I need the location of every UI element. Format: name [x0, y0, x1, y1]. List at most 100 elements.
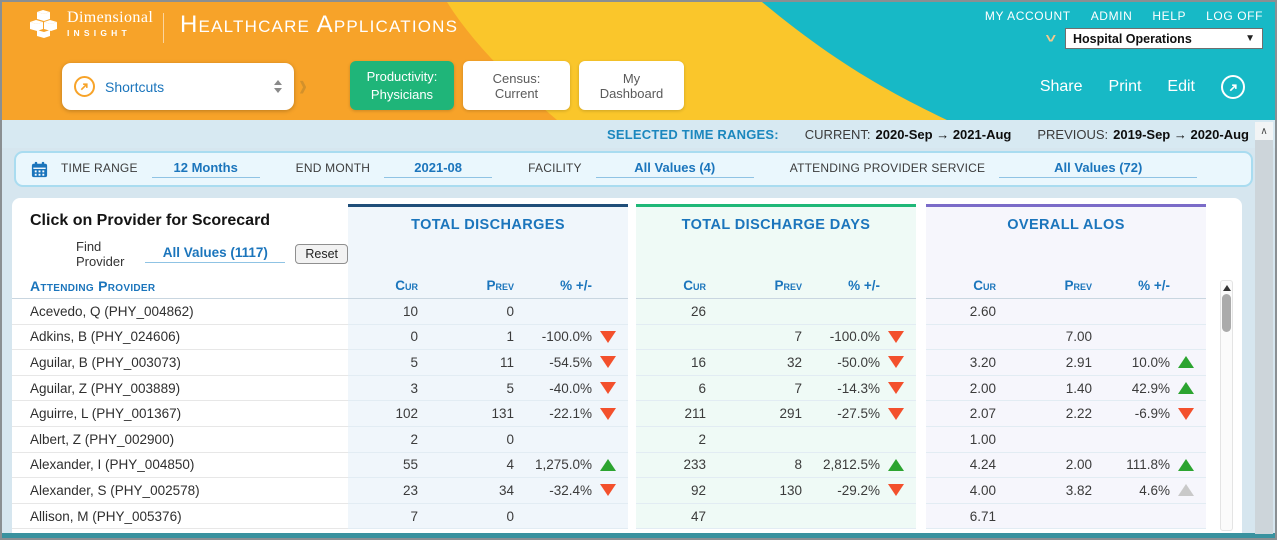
- tab-productivity-physicians[interactable]: Productivity: Physicians: [350, 61, 454, 110]
- column-gap: [916, 427, 926, 453]
- column-gap: [628, 427, 636, 453]
- trend-down-icon: [888, 330, 904, 343]
- column-gap: [916, 204, 926, 273]
- col-header-cur[interactable]: Cur: [926, 273, 1010, 299]
- provider-name[interactable]: Alexander, S (PHY_002578): [12, 478, 348, 504]
- pct-change-cell: [528, 299, 628, 325]
- trend-slot: [888, 407, 904, 420]
- column-gap: [916, 273, 926, 299]
- trend-slot: [1178, 433, 1194, 446]
- pct-change-cell: -54.5%: [528, 350, 628, 376]
- page-scrollbar[interactable]: ∧: [1255, 122, 1273, 534]
- pct-value: -32.4%: [549, 482, 592, 498]
- provider-name[interactable]: Acevedo, Q (PHY_004862): [12, 299, 348, 325]
- prev-value: 5: [432, 375, 528, 402]
- pct-change-cell: [1106, 324, 1206, 351]
- col-header-cur[interactable]: Cur: [636, 273, 720, 299]
- filter-facility: FACILITY All Values (4): [528, 160, 754, 178]
- current-label: CURRENT:: [804, 126, 871, 142]
- workspace-select-value: Hospital Operations: [1073, 31, 1192, 46]
- pct-value: 42.9%: [1131, 380, 1170, 396]
- pct-change-cell: [528, 503, 628, 530]
- filter-end-month: END MONTH 2021-08: [296, 160, 493, 178]
- pct-change-cell: -14.3%: [816, 375, 916, 402]
- table-scrollbar[interactable]: [1220, 280, 1233, 531]
- pct-change-cell: [816, 299, 916, 325]
- trend-slot: [600, 330, 616, 343]
- col-header-pct[interactable]: % +/-: [1106, 273, 1206, 299]
- filter-bar: TIME RANGE 12 Months END MONTH 2021-08 F…: [14, 151, 1253, 187]
- provider-column-header[interactable]: Attending Provider: [12, 273, 348, 299]
- trend-up-icon: [1178, 382, 1194, 395]
- column-gap: [628, 478, 636, 504]
- workspace-selector-row: ˅ Hospital Operations ▼: [1045, 28, 1263, 49]
- tab-census-current[interactable]: Census: Current: [463, 61, 570, 110]
- pct-change-cell: -100.0%: [528, 324, 628, 351]
- share-button[interactable]: Share: [1039, 78, 1083, 95]
- group-header-total-discharges: TOTAL DISCHARGES: [348, 204, 628, 273]
- cur-value: 0: [348, 324, 432, 351]
- tab-my-dashboard[interactable]: My Dashboard: [579, 61, 684, 110]
- provider-name[interactable]: Aguilar, Z (PHY_003889): [12, 376, 348, 402]
- shortcuts-dropdown[interactable]: Shortcuts: [62, 63, 294, 110]
- workspace-select[interactable]: Hospital Operations ▼: [1065, 28, 1263, 49]
- up-down-stepper-icon[interactable]: [274, 80, 282, 93]
- chevron-right-icon[interactable]: ›: [299, 67, 307, 104]
- scroll-up-arrow-icon[interactable]: [1222, 285, 1231, 291]
- provider-name[interactable]: Allison, M (PHY_005376): [12, 504, 348, 530]
- provider-name[interactable]: Aguilar, B (PHY_003073): [12, 350, 348, 376]
- previous-label: PREVIOUS:: [1037, 126, 1109, 142]
- current-value: 2020-Sep → 2021-Aug: [875, 126, 1012, 142]
- nav-admin[interactable]: ADMIN: [1090, 9, 1133, 23]
- prev-value: [720, 503, 816, 530]
- trend-down-icon: [600, 382, 616, 395]
- provider-name[interactable]: Albert, Z (PHY_002900): [12, 427, 348, 453]
- prev-value: 1: [432, 324, 528, 351]
- scroll-up-arrow-icon[interactable]: ∧: [1255, 122, 1273, 140]
- pct-value: 111.8%: [1126, 457, 1170, 473]
- filter-label: TIME RANGE: [61, 161, 138, 175]
- col-header-prev[interactable]: Prev: [720, 273, 816, 299]
- cur-value: 2: [636, 426, 720, 453]
- edit-button[interactable]: Edit: [1167, 78, 1195, 95]
- provider-name[interactable]: Alexander, I (PHY_004850): [12, 453, 348, 479]
- nav-log-off[interactable]: LOG OFF: [1206, 9, 1263, 23]
- filter-time-range-value[interactable]: 12 Months: [151, 160, 260, 178]
- column-gap: [1206, 204, 1242, 273]
- cubes-icon: [30, 10, 57, 38]
- filter-end-month-value[interactable]: 2021-08: [384, 160, 493, 178]
- reset-button[interactable]: Reset: [295, 244, 348, 264]
- scrollbar-thumb[interactable]: [1222, 294, 1231, 332]
- col-header-cur[interactable]: Cur: [348, 273, 432, 299]
- col-header-pct[interactable]: % +/-: [528, 273, 628, 299]
- pct-change-cell: 4.6%: [1106, 478, 1206, 504]
- column-gap: [628, 504, 636, 530]
- find-provider-value[interactable]: All Values (1117): [145, 245, 286, 263]
- col-header-prev[interactable]: Prev: [432, 273, 528, 299]
- print-button[interactable]: Print: [1108, 78, 1142, 95]
- nav-help[interactable]: HELP: [1152, 9, 1187, 23]
- trend-down-icon: [888, 356, 904, 369]
- group-header-overall-alos: OVERALL ALOS: [926, 204, 1206, 273]
- pct-change-cell: -32.4%: [528, 478, 628, 504]
- col-header-pct[interactable]: % +/-: [816, 273, 916, 299]
- table-intro-block: Click on Provider for Scorecard Find Pro…: [12, 204, 348, 273]
- trend-slot: [888, 458, 904, 471]
- nav-my-account[interactable]: MY ACCOUNT: [984, 9, 1071, 23]
- col-header-prev[interactable]: Prev: [1010, 273, 1106, 299]
- column-gap: [628, 325, 636, 351]
- filter-aps-value[interactable]: All Values (72): [999, 160, 1198, 178]
- pct-change-cell: -22.1%: [528, 401, 628, 427]
- group-header-row: Click on Provider for Scorecard Find Pro…: [12, 204, 1242, 273]
- provider-name[interactable]: Adkins, B (PHY_024606): [12, 325, 348, 351]
- trend-down-icon: [888, 484, 904, 497]
- trend-slot: [1178, 330, 1194, 343]
- chevron-down-icon[interactable]: ˅: [1045, 31, 1057, 46]
- arrow-up-right-circle-icon[interactable]: [1221, 75, 1245, 99]
- filter-facility-value[interactable]: All Values (4): [595, 160, 754, 178]
- pct-change-cell: 2,812.5%: [816, 452, 916, 479]
- provider-name[interactable]: Aguirre, L (PHY_001367): [12, 401, 348, 427]
- group-header-total-discharge-days: TOTAL DISCHARGE DAYS: [636, 204, 916, 273]
- column-header-row: Attending Provider Cur Prev % +/- Cur Pr…: [12, 273, 1242, 299]
